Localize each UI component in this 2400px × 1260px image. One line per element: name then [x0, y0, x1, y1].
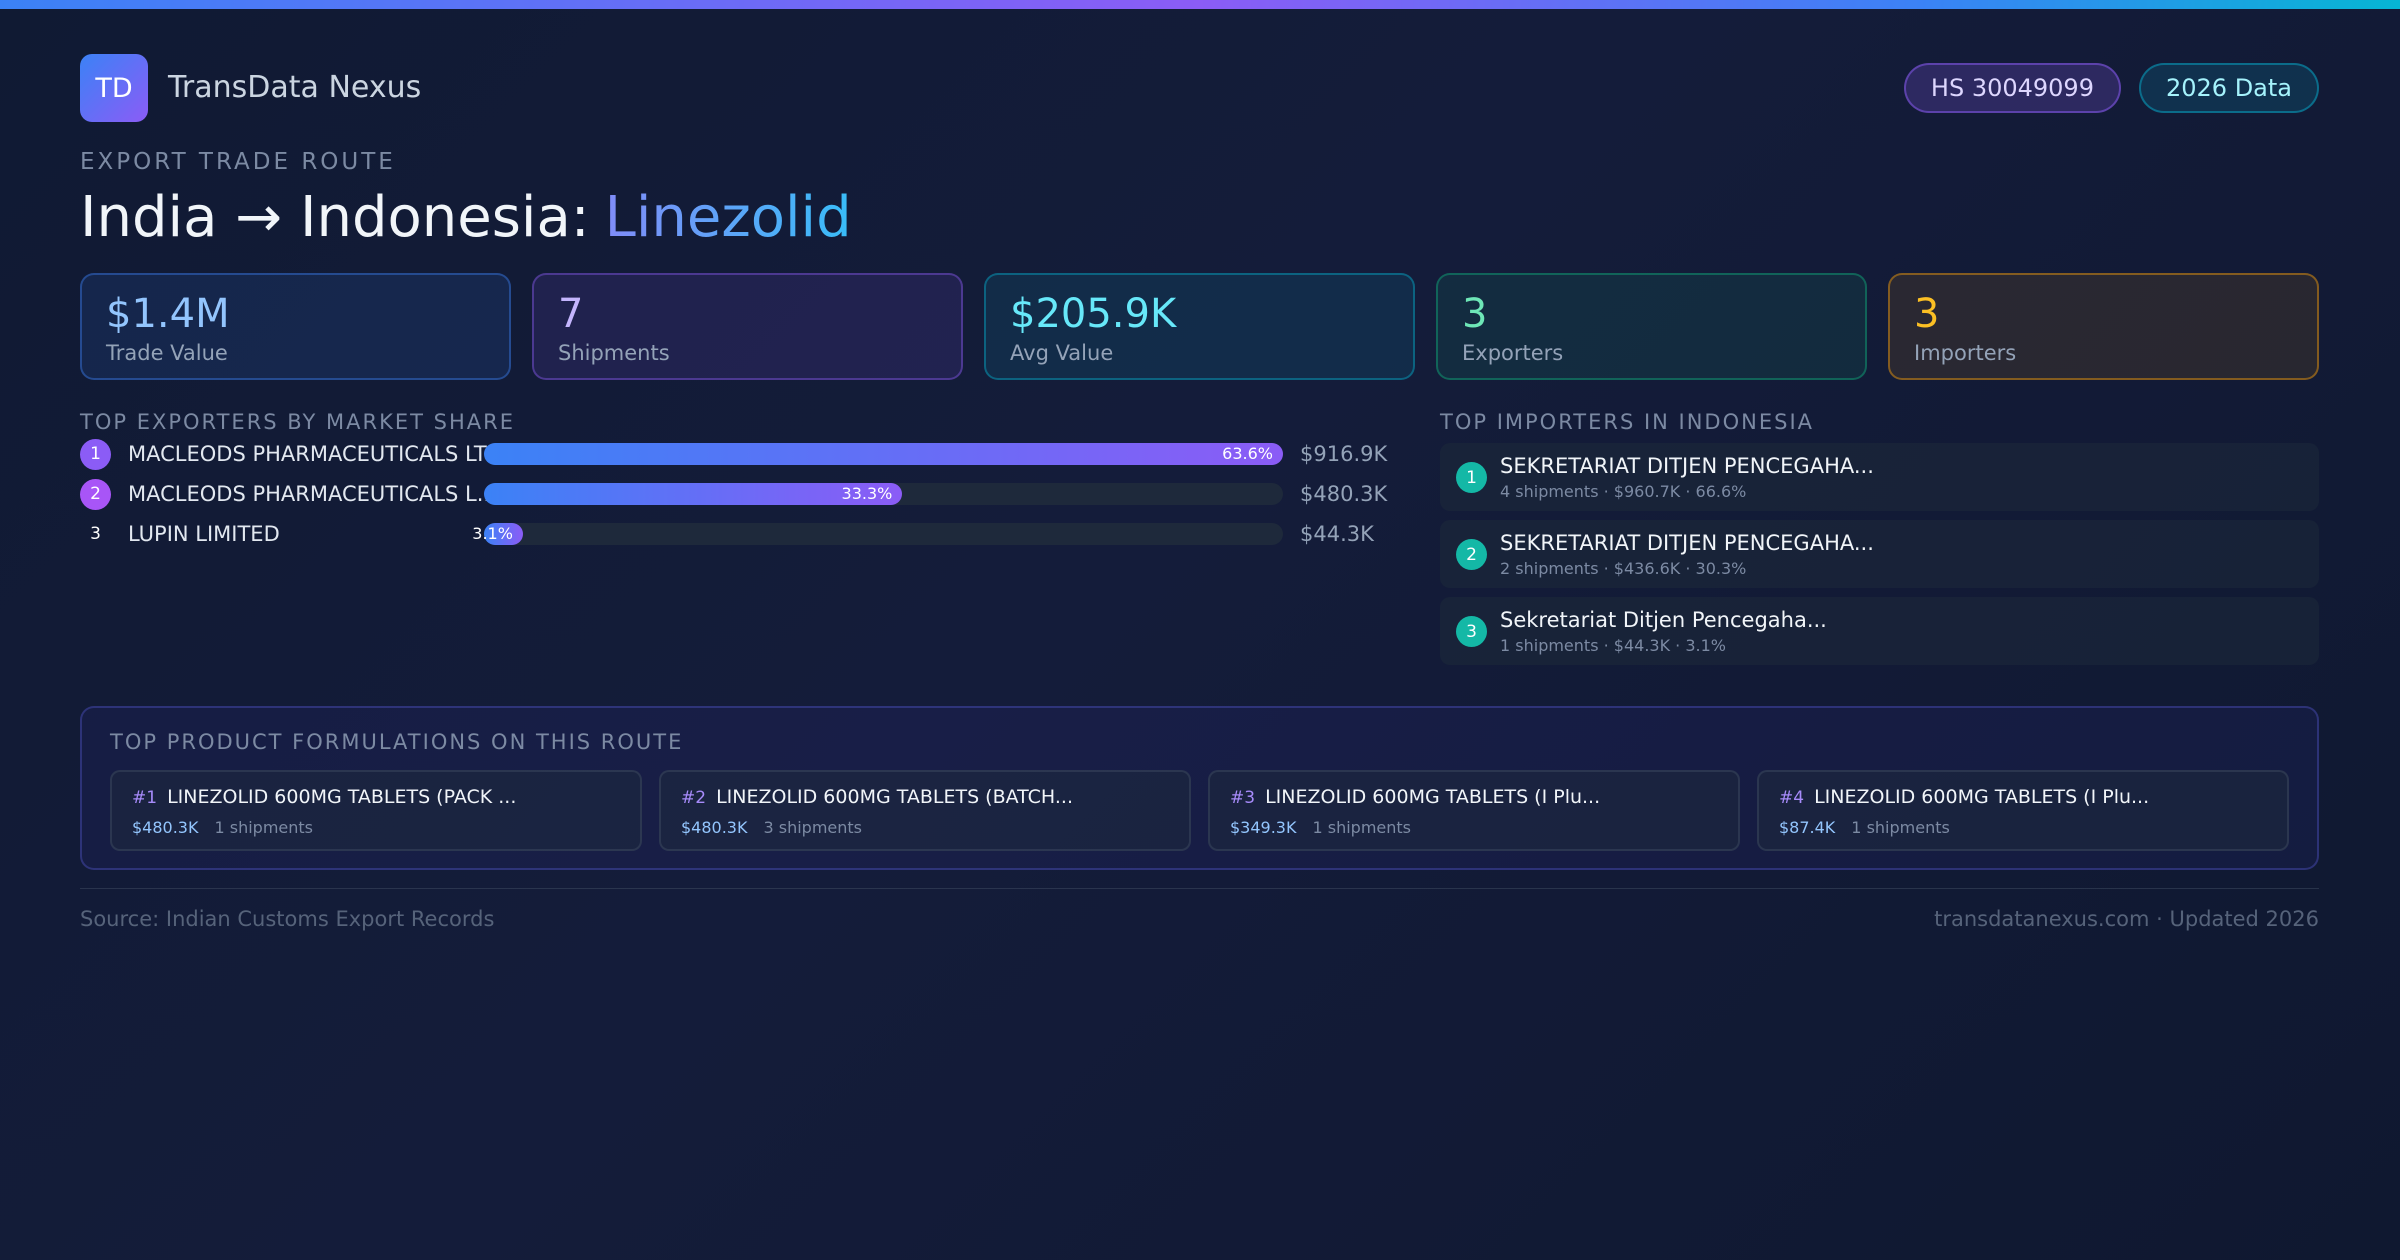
brand: TransData Nexus	[168, 70, 422, 105]
rank: 1	[80, 438, 111, 470]
formulation-rank: #2	[681, 788, 707, 808]
formulation-list: #1 LINEZOLID 600MG TABLETS (PACK ... $480.…	[110, 770, 2289, 851]
kpi-value: $1.4M	[106, 291, 230, 337]
kpi-label: Exporters	[1462, 341, 1564, 365]
site: transdatanexus.com · Updated 2026	[1934, 907, 2319, 931]
kpi-label: Shipments	[558, 341, 670, 365]
formulation-value: $349.3K	[1230, 818, 1297, 837]
exporter-value: $916.9K	[1300, 442, 1388, 466]
formulation-rank: #3	[1230, 788, 1256, 808]
exporter-value: $480.3K	[1300, 482, 1388, 506]
importer-detail: 1 shipments · $44.3K · 3.1%	[1500, 636, 1726, 655]
page-title: India → Indonesia: Linezolid	[80, 185, 852, 250]
kpi-row: $1.4M Trade Value 7 Shipments $205.9K Avg Val…	[80, 273, 2319, 380]
exporter-name: MACLEODS PHARMACEUTICALS L...	[128, 482, 497, 506]
exporter-name: MACLEODS PHARMACEUTICALS LTD	[128, 442, 503, 466]
formulation-shipments: 1 shipments	[214, 818, 314, 837]
eyebrow: EXPORT TRADE ROUTE	[80, 149, 396, 175]
exporter-row: 3 LUPIN LIMITED 3.1% $44.3K	[80, 514, 1380, 554]
importer-detail: 2 shipments · $436.6K · 30.3%	[1500, 559, 1747, 578]
section-heading: TOP PRODUCT FORMULATIONS ON THIS ROUTE	[110, 730, 684, 754]
exporters: TOP EXPORTERS BY MARKET SHARE 1 MACLEODS P…	[80, 410, 1387, 554]
rank: 2	[1456, 539, 1487, 570]
formulation-title: #1 LINEZOLID 600MG TABLETS (PACK ...	[132, 786, 620, 808]
share-label: 33.3%	[841, 484, 893, 503]
formulation-name: LINEZOLID 600MG TABLETS (I Plu...	[1814, 786, 2150, 808]
bar-track: 33.3%	[484, 483, 1283, 505]
formulation-shipments: 1 shipments	[1851, 818, 1950, 837]
importer-name: SEKRETARIAT DITJEN PENCEGAHA...	[1500, 454, 1874, 478]
share-bar: 3.1%	[472, 523, 523, 545]
formulations: TOP PRODUCT FORMULATIONS ON THIS ROUTE #1…	[80, 706, 2319, 870]
kpi-card: 3 Exporters	[1436, 273, 1867, 380]
kpi-value: 3	[1462, 291, 1488, 337]
formulation-detail: $480.3K 1 shipments	[132, 818, 620, 837]
source: Source: Indian Customs Export Records	[80, 907, 495, 931]
rank: 2	[80, 478, 111, 510]
formulation-name: LINEZOLID 600MG TABLETS (BATCH...	[716, 786, 1073, 808]
kpi-card: $205.9K Avg Value	[984, 273, 1415, 380]
logo: TD	[80, 54, 148, 122]
product: Linezolid	[604, 185, 852, 250]
formulation-value: $87.4K	[1779, 818, 1836, 837]
formulation-detail: $349.3K 1 shipments	[1230, 818, 1718, 837]
formulation-detail: $480.3K 3 shipments	[681, 818, 1169, 837]
kpi-value: 3	[1914, 291, 1940, 337]
formulation-shipments: 3 shipments	[763, 818, 863, 837]
kpi-label: Importers	[1914, 341, 2017, 365]
formulation-card: #1 LINEZOLID 600MG TABLETS (PACK ... $480.…	[110, 770, 642, 851]
section-heading: TOP EXPORTERS BY MARKET SHARE	[80, 410, 516, 434]
importer-row: 2 SEKRETARIAT DITJEN PENCEGAHA... 2 shipme…	[1440, 520, 2319, 588]
formulation-value: $480.3K	[681, 818, 748, 837]
importer-name: Sekretariat Ditjen Pencegaha...	[1500, 608, 1827, 632]
formulation-shipments: 1 shipments	[1312, 818, 1412, 837]
exporter-row: 2 MACLEODS PHARMACEUTICALS L... 33.3% $480.…	[80, 474, 1387, 514]
kpi-label: Trade Value	[106, 341, 228, 365]
share-label: 63.6%	[1222, 444, 1273, 463]
section-heading: TOP IMPORTERS IN INDONESIA	[1440, 410, 1815, 434]
formulation-detail: $87.4K 1 shipments	[1779, 818, 2267, 837]
bar-track: 3.1%	[472, 523, 1283, 545]
badges: HS 30049099 2026 Data	[1903, 63, 2319, 113]
formulation-rank: #4	[1779, 788, 1805, 808]
formulation-card: #2 LINEZOLID 600MG TABLETS (BATCH... $480.…	[659, 770, 1191, 851]
formulation-title: #2 LINEZOLID 600MG TABLETS (BATCH...	[681, 786, 1169, 808]
bar-track: 63.6%	[484, 443, 1283, 465]
formulation-card: #3 LINEZOLID 600MG TABLETS (I Plu... $349.…	[1208, 770, 1740, 851]
formulation-name: LINEZOLID 600MG TABLETS (I Plu...	[1265, 786, 1601, 808]
rank: 3	[90, 524, 101, 544]
share-bar: 63.6%	[484, 443, 1283, 465]
exporter-row: 1 MACLEODS PHARMACEUTICALS LTD 63.6% $916.9…	[80, 434, 1387, 474]
kpi-card: 7 Shipments	[532, 273, 963, 380]
formulation-title: #4 LINEZOLID 600MG TABLETS (I Plu...	[1779, 786, 2267, 808]
share-bar: 33.3%	[484, 483, 903, 505]
rank: 1	[1456, 462, 1487, 493]
share-label: 3.1%	[472, 524, 513, 543]
kpi-value: $205.9K	[1010, 291, 1177, 337]
formulation-value: $480.3K	[132, 818, 199, 837]
formulation-rank: #1	[132, 788, 158, 808]
kpi-label: Avg Value	[1010, 341, 1114, 365]
kpi-value: 7	[558, 291, 584, 337]
importer-detail: 4 shipments · $960.7K · 66.6%	[1500, 482, 1747, 501]
badge[interactable]: 2026 Data	[2138, 63, 2319, 113]
importer-name: SEKRETARIAT DITJEN PENCEGAHA...	[1500, 531, 1874, 555]
formulation-card: #4 LINEZOLID 600MG TABLETS (I Plu... $87.4…	[1757, 770, 2289, 851]
exporter-name: LUPIN LIMITED	[128, 522, 280, 546]
formulation-name: LINEZOLID 600MG TABLETS (PACK ...	[167, 786, 517, 808]
importer-row: 3 Sekretariat Ditjen Pencegaha... 1 shipme…	[1440, 597, 2319, 665]
route: India → Indonesia:	[80, 185, 590, 250]
formulation-title: #3 LINEZOLID 600MG TABLETS (I Plu...	[1230, 786, 1718, 808]
rank: 3	[1456, 616, 1487, 647]
badge[interactable]: HS 30049099	[1903, 63, 2121, 113]
divider	[80, 888, 2319, 889]
accent-bar	[0, 0, 2400, 9]
kpi-card: $1.4M Trade Value	[80, 273, 511, 380]
importers: TOP IMPORTERS IN INDONESIA 1 SEKRETARIAT D…	[1440, 410, 2319, 665]
importer-row: 1 SEKRETARIAT DITJEN PENCEGAHA... 4 shipme…	[1440, 443, 2319, 511]
exporter-value: $44.3K	[1300, 522, 1374, 546]
kpi-card: 3 Importers	[1888, 273, 2319, 380]
